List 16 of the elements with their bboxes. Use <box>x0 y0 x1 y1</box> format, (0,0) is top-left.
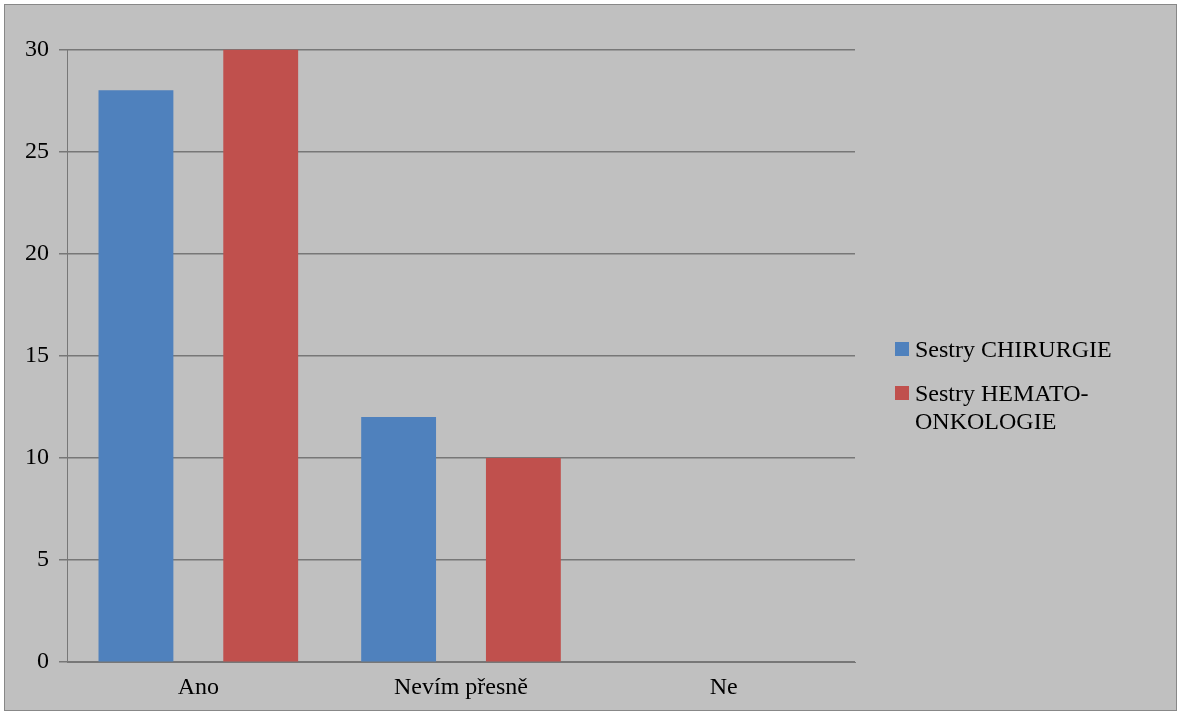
x-tick-label: Ano <box>177 672 220 699</box>
x-tick-label: Ne <box>709 672 738 699</box>
y-tick-label: 20 <box>25 238 49 265</box>
legend-label: Sestry CHIRURGIE <box>915 335 1112 363</box>
y-tick-label: 10 <box>25 443 49 470</box>
bar <box>361 417 437 662</box>
bar <box>98 90 174 662</box>
y-tick-label: 0 <box>37 647 49 674</box>
y-tick-label: 30 <box>25 34 49 61</box>
bar <box>223 49 299 662</box>
y-tick-label: 5 <box>37 545 49 572</box>
y-tick-label: 25 <box>25 136 49 163</box>
y-tick-label: 15 <box>25 341 49 368</box>
x-tick-label: Nevím přesně <box>394 672 528 699</box>
bar <box>485 457 561 662</box>
legend-label: Sestry HEMATO-ONKOLOGIE <box>915 379 1090 435</box>
